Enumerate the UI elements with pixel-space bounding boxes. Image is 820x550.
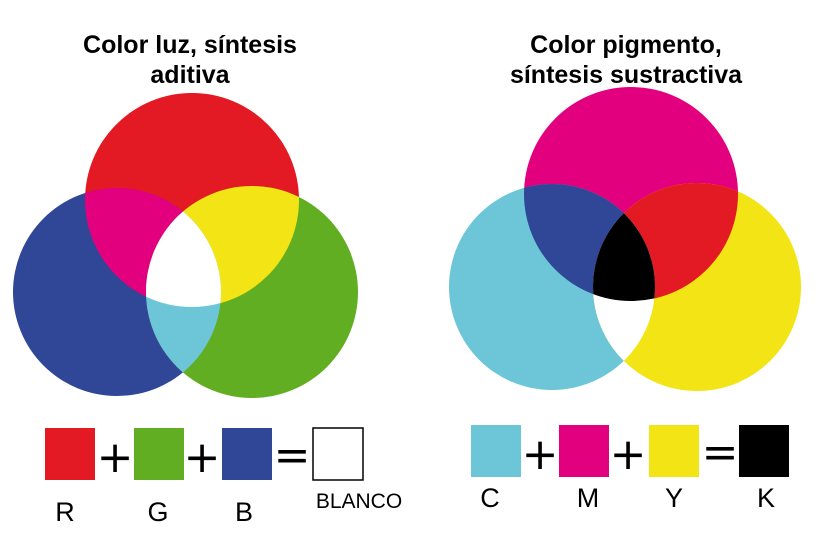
- swatch-k: [739, 425, 789, 477]
- label-k: K: [757, 483, 775, 513]
- additive-panel: Color luz, síntesis aditiva + + = R G B …: [13, 31, 402, 527]
- swatch-blanco: [312, 427, 364, 481]
- swatch-r: [45, 428, 95, 480]
- additive-title-line1: Color luz, síntesis: [83, 31, 297, 59]
- label-blanco: BLANCO: [316, 490, 402, 513]
- plus-sign: +: [610, 429, 647, 480]
- subtractive-panel: Color pigmento, síntesis sustractiva + +…: [449, 31, 801, 513]
- subtractive-venn: [449, 87, 801, 391]
- swatch-m: [559, 425, 609, 477]
- label-b: B: [235, 497, 253, 527]
- label-r: R: [55, 497, 75, 527]
- subtractive-title-line2: síntesis sustractiva: [510, 61, 743, 89]
- swatch-y: [649, 425, 699, 477]
- swatch-c: [471, 425, 521, 477]
- label-y: Y: [665, 483, 683, 513]
- additive-title-line2: aditiva: [150, 61, 230, 89]
- subtractive-legend: + + = C M Y K: [471, 425, 789, 513]
- plus-sign: +: [97, 432, 134, 483]
- swatch-g: [134, 428, 184, 480]
- label-g: G: [147, 497, 168, 527]
- white-center: [146, 188, 221, 307]
- swatch-b: [222, 428, 272, 480]
- label-m: M: [577, 483, 600, 513]
- label-c: C: [480, 483, 500, 513]
- additive-venn: [13, 93, 358, 398]
- plus-sign: +: [522, 429, 559, 480]
- subtractive-title-line1: Color pigmento,: [530, 31, 722, 59]
- additive-legend: + + = R G B BLANCO: [45, 427, 402, 527]
- plus-sign: +: [184, 432, 221, 483]
- equals-sign: =: [702, 427, 739, 478]
- equals-sign: =: [274, 430, 311, 481]
